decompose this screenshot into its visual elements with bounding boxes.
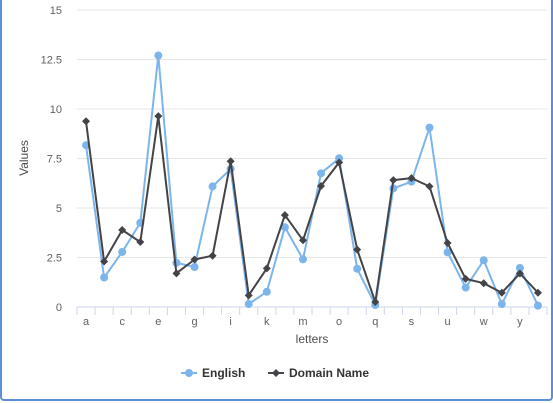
y-tick-label: 5 [56, 203, 62, 215]
data-point[interactable] [533, 301, 542, 310]
data-point[interactable] [479, 256, 488, 265]
data-point[interactable] [280, 211, 289, 220]
legend: English Domain Name [181, 366, 369, 380]
series-group [82, 51, 542, 310]
y-tick-label: 7.5 [47, 154, 62, 166]
x-tick-label: k [264, 316, 270, 328]
data-point[interactable] [136, 238, 145, 247]
y-tick-label: 2.5 [47, 253, 62, 265]
data-point[interactable] [172, 269, 181, 278]
data-point[interactable] [335, 154, 344, 163]
data-point[interactable] [515, 263, 524, 272]
legend-item-domain-name[interactable]: Domain Name [268, 366, 369, 380]
data-point[interactable] [154, 51, 163, 60]
data-point[interactable] [461, 283, 470, 292]
data-point[interactable] [244, 300, 253, 309]
data-point[interactable] [244, 291, 253, 300]
data-point[interactable] [533, 288, 542, 297]
data-point[interactable] [461, 274, 470, 283]
legend-item-english[interactable]: English [181, 366, 245, 380]
data-point[interactable] [479, 279, 488, 288]
data-point[interactable] [407, 174, 416, 183]
grid-lines [77, 9, 547, 258]
series-line [85, 54, 539, 307]
y-tick-label: 15 [50, 5, 62, 17]
data-point[interactable] [190, 255, 199, 264]
data-point[interactable] [118, 247, 127, 256]
data-point[interactable] [100, 273, 109, 282]
data-point[interactable] [226, 157, 235, 166]
data-point[interactable] [118, 225, 127, 234]
series-line [85, 115, 539, 304]
data-point[interactable] [154, 112, 163, 121]
data-point[interactable] [515, 269, 524, 278]
data-point[interactable] [497, 300, 506, 309]
x-tick-label: e [155, 316, 161, 328]
data-point[interactable] [353, 264, 362, 273]
x-tick-label: g [191, 316, 197, 328]
x-tick-label: i [229, 316, 231, 328]
legend-marker [272, 369, 280, 377]
x-tick-label: u [445, 316, 451, 328]
data-point[interactable] [82, 117, 91, 126]
y-tick-label: 12.5 [41, 55, 62, 67]
y-tick-label: 10 [50, 104, 62, 116]
data-point[interactable] [353, 245, 362, 254]
x-tick-label: w [479, 316, 488, 328]
data-point[interactable] [190, 263, 199, 272]
data-point[interactable] [298, 236, 307, 245]
data-point[interactable] [389, 176, 398, 185]
series-english [82, 51, 542, 310]
y-axis-tick-labels: 0 2.5 5 7.5 10 12.5 15 [41, 5, 62, 314]
data-point[interactable] [100, 257, 109, 266]
data-point[interactable] [208, 251, 217, 260]
legend-label: Domain Name [289, 366, 369, 380]
x-tick-label: o [336, 316, 342, 328]
data-point[interactable] [497, 288, 506, 297]
x-axis-title: letters [296, 332, 329, 346]
y-axis-title: Values [17, 140, 31, 176]
data-point[interactable] [317, 182, 326, 191]
data-point[interactable] [262, 264, 271, 273]
x-tick-label: c [119, 316, 125, 328]
legend-label: English [202, 366, 245, 380]
data-point[interactable] [335, 158, 344, 167]
x-tick-label: m [298, 316, 307, 328]
x-tick-label: q [372, 316, 378, 328]
x-tick-label: a [83, 316, 90, 328]
data-point[interactable] [317, 169, 326, 178]
data-point[interactable] [425, 123, 434, 132]
data-point[interactable] [208, 182, 217, 191]
x-tick-label: y [517, 316, 523, 328]
data-point[interactable] [298, 255, 307, 264]
data-point[interactable] [371, 298, 380, 307]
y-tick-label: 0 [56, 302, 62, 314]
data-point[interactable] [425, 182, 434, 191]
data-point[interactable] [262, 287, 271, 296]
x-tick-label: s [409, 316, 415, 328]
data-point[interactable] [280, 223, 289, 232]
data-point[interactable] [443, 239, 452, 248]
legend-marker [185, 369, 193, 377]
series-domain-name [82, 112, 542, 307]
data-point[interactable] [443, 248, 452, 257]
